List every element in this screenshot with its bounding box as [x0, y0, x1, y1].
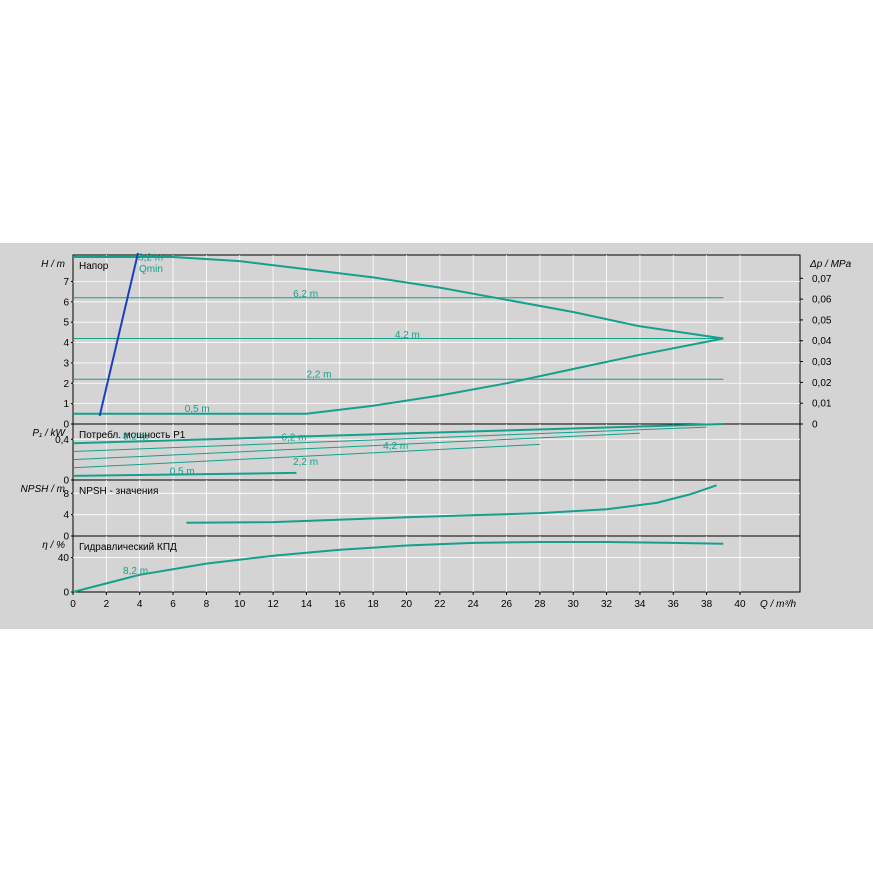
xtick-label: 14 [301, 599, 313, 610]
ylabel-npsh: NPSH / m [21, 484, 65, 495]
xtick-label: 10 [234, 599, 246, 610]
curve-label-power: 2,2 m [293, 457, 318, 468]
plot-area-efficiency [72, 535, 801, 593]
xtick-label: 0 [70, 599, 76, 610]
series-line-npsh [186, 484, 717, 524]
ylabel-power: P₁ / kW [32, 428, 66, 439]
ytick-label-npsh: 4 [63, 510, 69, 521]
ytick-label-head: 3 [63, 358, 69, 369]
curve-label-power: 0,5 m [170, 466, 195, 477]
ytick-right-label-head: 0,04 [812, 336, 832, 347]
xtick-label: 20 [401, 599, 413, 610]
panel-title-head: Напор [79, 261, 109, 272]
ytick-label-head: 4 [63, 338, 69, 349]
series-line-power [72, 432, 640, 461]
ytick-right-label-head: 0,03 [812, 357, 832, 368]
xtick-label: 26 [501, 599, 513, 610]
xtick-label: 24 [468, 599, 480, 610]
qmin-label: Qmin [139, 264, 163, 275]
xtick-label: 22 [434, 599, 446, 610]
ytick-label-head: 2 [63, 379, 69, 390]
xtick-label: 4 [137, 599, 143, 610]
curve-label-head: 0,5 m [185, 404, 210, 415]
xtick-label: 16 [334, 599, 346, 610]
panel-title-efficiency: Гидравлический КПД [79, 542, 177, 553]
ytick-right-label-head: 0,01 [812, 399, 832, 410]
ytick-label-head: 5 [63, 318, 69, 329]
qmin-line [98, 252, 140, 417]
series-line-head [73, 337, 724, 415]
panel-title-power: Потребл. мощность P1 [79, 429, 186, 441]
ytick-label-power: 0,4 [55, 435, 69, 446]
ytick-right-label-head: 0,02 [812, 378, 832, 389]
series-line-power [72, 426, 707, 452]
series-line-power [72, 471, 297, 477]
ytick-label-npsh: 0 [63, 532, 69, 543]
xtick-label: 30 [568, 599, 580, 610]
curve-label-power: 4,2 m [383, 441, 408, 452]
xtick-label: 34 [634, 599, 646, 610]
xtick-label: 32 [601, 599, 613, 610]
ytick-label-head: 0 [63, 420, 69, 431]
ytick-label-head: 6 [63, 297, 69, 308]
xtick-label: 2 [104, 599, 110, 610]
curve-label-head: 6,2 m [293, 289, 318, 300]
ytick-label-npsh: 8 [63, 489, 69, 500]
xtick-label: 12 [268, 599, 280, 610]
ylabel-efficiency: η / % [42, 540, 65, 551]
xtick-label: 28 [534, 599, 546, 610]
ytick-right-label-head: 0,05 [812, 315, 832, 326]
ylabel-head: H / m [41, 259, 65, 270]
series-line-head [73, 256, 724, 340]
panel-title-npsh: NPSH - значения [79, 486, 158, 497]
plot-area-head [72, 254, 801, 425]
curve-label-head: 4,2 m [395, 330, 420, 341]
ylabel-right-head: Δp / MPa [809, 259, 852, 270]
curve-label-power: 6,2 m [281, 433, 306, 444]
plot-area-npsh [72, 479, 801, 537]
ytick-label-efficiency: 40 [58, 553, 70, 564]
series-line-power [72, 443, 540, 469]
ytick-right-label-head: 0,07 [812, 274, 832, 285]
xtick-label: 8 [204, 599, 210, 610]
xtick-label: 40 [734, 599, 746, 610]
series-line-power [72, 423, 724, 445]
xtick-label: 38 [701, 599, 713, 610]
xtick-label: 18 [368, 599, 380, 610]
ytick-label-power: 0 [63, 476, 69, 487]
ytick-label-head: 1 [63, 399, 69, 410]
ytick-right-label-head: 0 [812, 420, 818, 431]
curve-label-head: 2,2 m [306, 370, 331, 381]
curve-label-head: 8,2 m [138, 253, 163, 264]
curve-label-power: 8,2 m [123, 432, 148, 443]
curve-label-efficiency: 8,2 m [123, 566, 148, 577]
xtick-label: 6 [170, 599, 176, 610]
ytick-label-head: 7 [63, 277, 69, 288]
xlabel: Q / m³/h [760, 599, 797, 610]
series-line-efficiency [72, 541, 724, 593]
xtick-label: 36 [668, 599, 680, 610]
ytick-label-efficiency: 0 [63, 588, 69, 599]
ytick-right-label-head: 0,06 [812, 295, 832, 306]
